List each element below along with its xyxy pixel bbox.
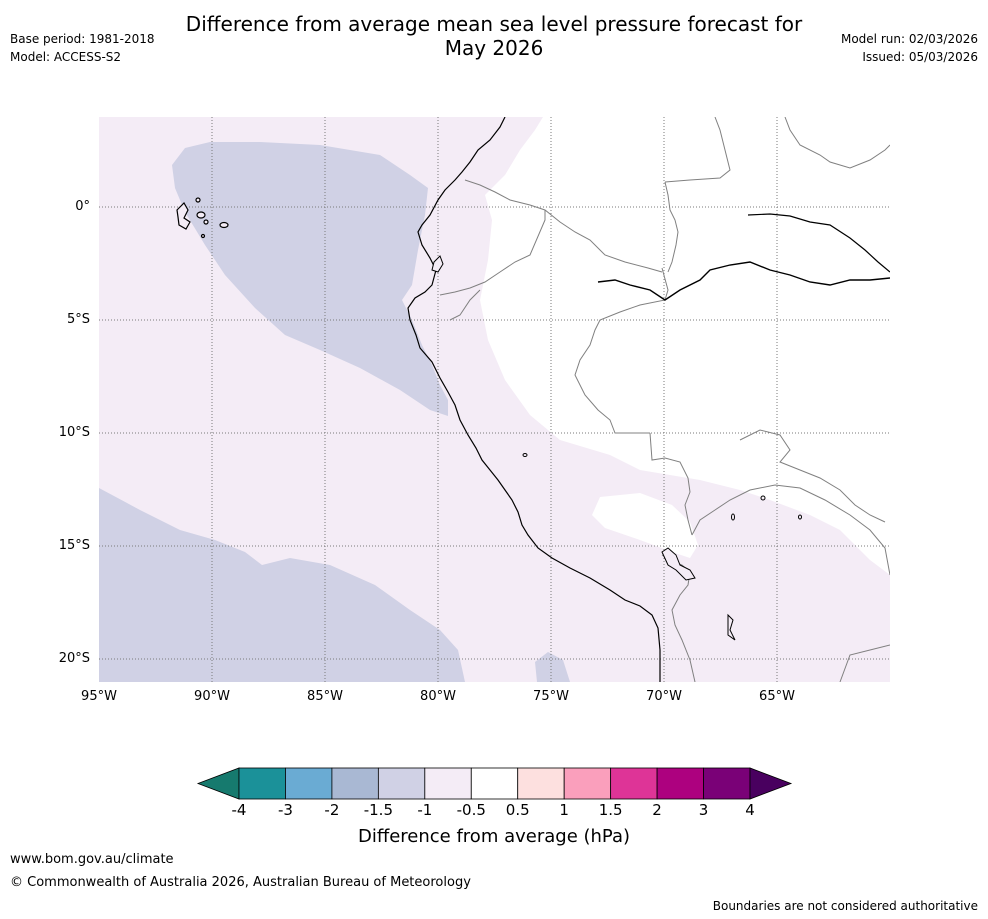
colorbar-swatch bbox=[470, 767, 519, 800]
map-area bbox=[99, 117, 890, 682]
colorbar-tick-label: 1 bbox=[559, 801, 569, 819]
galapagos-islands bbox=[176, 197, 229, 239]
colorbar-tick-label: -1.5 bbox=[363, 801, 393, 819]
colorbar-tick-label: -2 bbox=[324, 801, 340, 819]
lon-label: 80°W bbox=[420, 689, 456, 704]
meta-right: Model run: 02/03/2026 Issued: 05/03/2026 bbox=[841, 30, 978, 66]
rio-negro bbox=[747, 213, 890, 273]
colorbar-swatch bbox=[517, 767, 565, 800]
lon-label: 95°W bbox=[81, 689, 117, 704]
colorbar-swatch bbox=[610, 767, 658, 800]
lon-label: 75°W bbox=[533, 689, 569, 704]
graticule bbox=[99, 117, 890, 682]
colorbar-swatch bbox=[285, 767, 333, 800]
title-line-2: May 2026 bbox=[444, 36, 544, 60]
colorbar-swatch bbox=[331, 767, 379, 800]
colorbar-tick-label: 4 bbox=[745, 801, 755, 819]
salt-flat bbox=[727, 613, 736, 641]
footer-copyright: © Commonwealth of Australia 2026, Austra… bbox=[10, 875, 471, 890]
lat-label: 15°S bbox=[58, 538, 90, 553]
issued-date: Issued: 05/03/2026 bbox=[862, 50, 978, 64]
disclaimer: Boundaries are not considered authoritat… bbox=[712, 899, 978, 913]
colorbar-tick-label: 3 bbox=[698, 801, 709, 819]
lat-label: 0° bbox=[75, 199, 90, 214]
lon-label: 70°W bbox=[646, 689, 682, 704]
south-america-coastline bbox=[407, 117, 661, 682]
country-borders bbox=[439, 117, 890, 682]
colorbar-extend-low bbox=[196, 767, 240, 800]
colorbar-title: Difference from average (hPa) bbox=[357, 826, 631, 847]
anomaly-negative-plume bbox=[172, 142, 448, 416]
lon-label: 85°W bbox=[307, 689, 343, 704]
chart-title: Difference from average mean sea level p… bbox=[0, 12, 988, 60]
small-lake bbox=[522, 453, 528, 457]
colorbar-extend-high bbox=[749, 767, 793, 800]
colorbar-swatch bbox=[703, 767, 751, 800]
colorbar bbox=[196, 767, 793, 800]
colorbar-tick-label: -4 bbox=[231, 801, 247, 819]
meta-left: Base period: 1981-2018 Model: ACCESS-S2 bbox=[10, 30, 155, 66]
lake-titicaca bbox=[661, 547, 696, 581]
puna-island bbox=[431, 255, 444, 273]
base-period: Base period: 1981-2018 bbox=[10, 32, 155, 46]
amazon-river bbox=[597, 261, 890, 301]
colorbar-swatch bbox=[656, 767, 704, 800]
anomaly-neutral-pocket bbox=[592, 493, 698, 558]
lon-label: 65°W bbox=[759, 689, 795, 704]
colorbar-tick-label: 1.5 bbox=[598, 801, 623, 819]
model-run: Model run: 02/03/2026 bbox=[840, 32, 978, 46]
footer-url[interactable]: www.bom.gov.au/climate bbox=[10, 852, 174, 867]
lon-label: 90°W bbox=[194, 689, 230, 704]
colorbar-tick-label: -3 bbox=[277, 801, 293, 819]
colorbar-swatch bbox=[377, 767, 426, 800]
colorbar-tick-label: 2 bbox=[652, 801, 662, 819]
small-lake bbox=[798, 514, 802, 520]
small-lake bbox=[760, 495, 766, 501]
title-line-1: Difference from average mean sea level p… bbox=[185, 12, 803, 36]
lat-label: 10°S bbox=[58, 425, 90, 440]
colorbar-tick-label: -1 bbox=[417, 801, 433, 819]
colorbar-tick-label: -0.5 bbox=[456, 801, 486, 819]
colorbar-swatch bbox=[424, 767, 472, 800]
colorbar-swatch bbox=[238, 767, 286, 800]
anomaly-negative-southwest bbox=[99, 488, 465, 682]
lat-label: 20°S bbox=[58, 651, 90, 666]
anomaly-neutral-land bbox=[480, 117, 890, 575]
lat-label: 5°S bbox=[66, 312, 90, 327]
colorbar-swatch bbox=[563, 767, 612, 800]
model-name: Model: ACCESS-S2 bbox=[10, 50, 122, 64]
colorbar-tick-label: 0.5 bbox=[505, 801, 530, 819]
small-lake bbox=[731, 513, 735, 521]
